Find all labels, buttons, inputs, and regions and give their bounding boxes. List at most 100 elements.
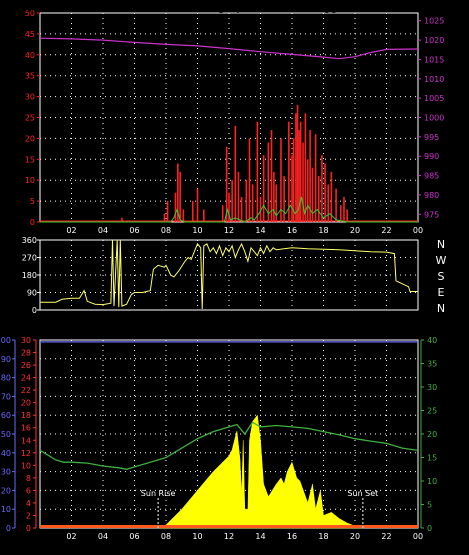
pressure-axis-tick-label: 990: [424, 152, 439, 161]
rain-axis-tick-label: 2: [26, 511, 31, 520]
pressure-axis-tick-label: 985: [424, 172, 439, 181]
temperature-axis-tick-label: 40: [427, 336, 437, 345]
wind-panel-x-tick-label: 18: [318, 226, 328, 235]
wind-panel-x-tick-label: 06: [129, 226, 139, 235]
weather-panel-x-tick-label: 16: [287, 532, 297, 541]
direction-axis-tick-label: 90: [27, 289, 37, 298]
weather-panel-x-tick-label: 08: [161, 532, 171, 541]
compass-label: S: [438, 270, 445, 283]
pressure-axis-tick-label: 975: [424, 210, 439, 219]
weather-panel-x-tick-label: 04: [98, 532, 108, 541]
wind-panel-frame: [39, 12, 419, 223]
sunrise-label: Sun Rise: [141, 489, 176, 498]
humidity-axis-tick-label: 80: [1, 374, 11, 383]
wind-panel-x-tick-label: 02: [66, 226, 76, 235]
direction-axis-tick-label: 270: [22, 254, 37, 263]
rain-baseline: [40, 525, 418, 528]
pressure-line: [39, 37, 419, 60]
rain-axis-tick-label: 20: [21, 399, 31, 408]
direction-axis-tick-label: 180: [22, 271, 37, 280]
humidity-axis-tick-label: 0: [6, 524, 11, 533]
rain-axis-tick-label: 14: [21, 436, 31, 445]
gust-line: [40, 196, 418, 223]
temperature-line: [39, 421, 419, 470]
temperature-axis-tick-label: 0: [427, 524, 432, 533]
compass-label: N: [437, 238, 445, 251]
rain-axis-tick-label: 18: [21, 411, 31, 420]
rain-axis-tick-label: 4: [26, 499, 31, 508]
wind-axis-tick-label: 30: [25, 93, 35, 102]
weather-panel-x-tick-label: 22: [381, 532, 391, 541]
rain-axis-tick-label: 26: [21, 361, 31, 370]
wind-panel-x-tick-label: 20: [350, 226, 360, 235]
temperature-axis-tick-label: 5: [427, 501, 432, 510]
weather-panel-x-tick-label: 20: [350, 532, 360, 541]
pressure-axis-tick-label: 1010: [424, 75, 444, 84]
compass-label: E: [438, 286, 445, 299]
humidity-axis-tick-label: 10: [1, 505, 11, 514]
humidity-axis-tick-label: 50: [1, 430, 11, 439]
humidity-axis-tick-label: 20: [1, 486, 11, 495]
wind-axis-title: Forza vento(): [4, 1, 78, 14]
chart-title: 24 hour graph (data: 30 Maggio 2009): [172, 1, 384, 14]
pressure-axis-tick-label: 980: [424, 191, 439, 200]
humidity-axis-tick-label: 90: [1, 355, 11, 364]
temperature-axis-tick-label: 15: [427, 454, 437, 463]
direction-axis-tick-label: 360: [22, 236, 37, 245]
rain-axis-tick-label: 28: [21, 349, 31, 358]
wind-axis-tick-label: 0: [30, 218, 35, 227]
humidity-label: Umidita: [66, 321, 109, 334]
rain-axis-tick-label: 24: [21, 374, 31, 383]
weather-panel-x-tick-label: 14: [255, 532, 265, 541]
direction-line: [40, 239, 418, 310]
wind-axis-tick-label: 25: [25, 114, 35, 123]
humidity-axis-tick-label: 60: [1, 411, 11, 420]
wind-axis-tick-label: 50: [25, 9, 35, 18]
wind-panel-x-tick-label: 12: [224, 226, 234, 235]
humidity-axis-tick-label: 70: [1, 392, 11, 401]
wind-panel-x-tick-label: 08: [161, 226, 171, 235]
wind-panel-x-tick-label: 14: [255, 226, 265, 235]
rain-axis-tick-label: 6: [26, 486, 31, 495]
wind-axis-tick-label: 20: [25, 134, 35, 143]
rain-axis-tick-label: 16: [21, 424, 31, 433]
rain-axis-tick-label: 22: [21, 386, 31, 395]
wind-axis-tick-label: 45: [25, 30, 35, 39]
wind-axis-tick-label: 15: [25, 155, 35, 164]
wind-axis-tick-label: 35: [25, 72, 35, 81]
sunset-label: Sun Set: [347, 489, 378, 498]
weather-panel-x-tick-label: 02: [66, 532, 76, 541]
weather-panel-x-tick-label: 00: [413, 532, 423, 541]
humidity-axis-tick-label: 100: [0, 336, 11, 345]
rain-axis-tick-label: 30: [21, 336, 31, 345]
wind-axis-tick-label: 40: [25, 51, 35, 60]
pressure-axis-tick-label: 1020: [424, 36, 444, 45]
pressure-axis-tick-label: 1025: [424, 17, 444, 26]
compass-label: N: [437, 302, 445, 315]
solar-area: [158, 414, 363, 529]
weather-panel-x-tick-label: 06: [129, 532, 139, 541]
humidity-axis-tick-label: 40: [1, 449, 11, 458]
temperature-axis-tick-label: 35: [427, 360, 437, 369]
temperature-label: Temperatura: [313, 321, 383, 334]
pressure-axis-tick-label: 1015: [424, 55, 444, 64]
temperature-axis-tick-label: 20: [427, 430, 437, 439]
compass-label: W: [436, 254, 447, 267]
wind-panel-x-tick-label: 10: [192, 226, 202, 235]
rain-axis-tick-label: 10: [21, 461, 31, 470]
rain-axis-tick-label: 8: [26, 474, 31, 483]
pressure-axis-title: Pressione: [370, 1, 423, 14]
rain-axis-tick-label: 0: [26, 524, 31, 533]
pressure-axis-tick-label: 1005: [424, 94, 444, 103]
solar-label: Solar: [117, 321, 146, 334]
dewpoint-label: Dew Point (°C): [391, 321, 469, 334]
weather-panel-x-tick-label: 12: [224, 532, 234, 541]
humidity-axis-tick-label: 30: [1, 468, 11, 477]
wind-panel-x-tick-label: 22: [381, 226, 391, 235]
wind-panel-x-tick-label: 16: [287, 226, 297, 235]
weather-panel-x-tick-label: 18: [318, 532, 328, 541]
pressure-axis-tick-label: 1000: [424, 114, 444, 123]
temperature-axis-tick-label: 25: [427, 407, 437, 416]
wind-axis-tick-label: 10: [25, 176, 35, 185]
